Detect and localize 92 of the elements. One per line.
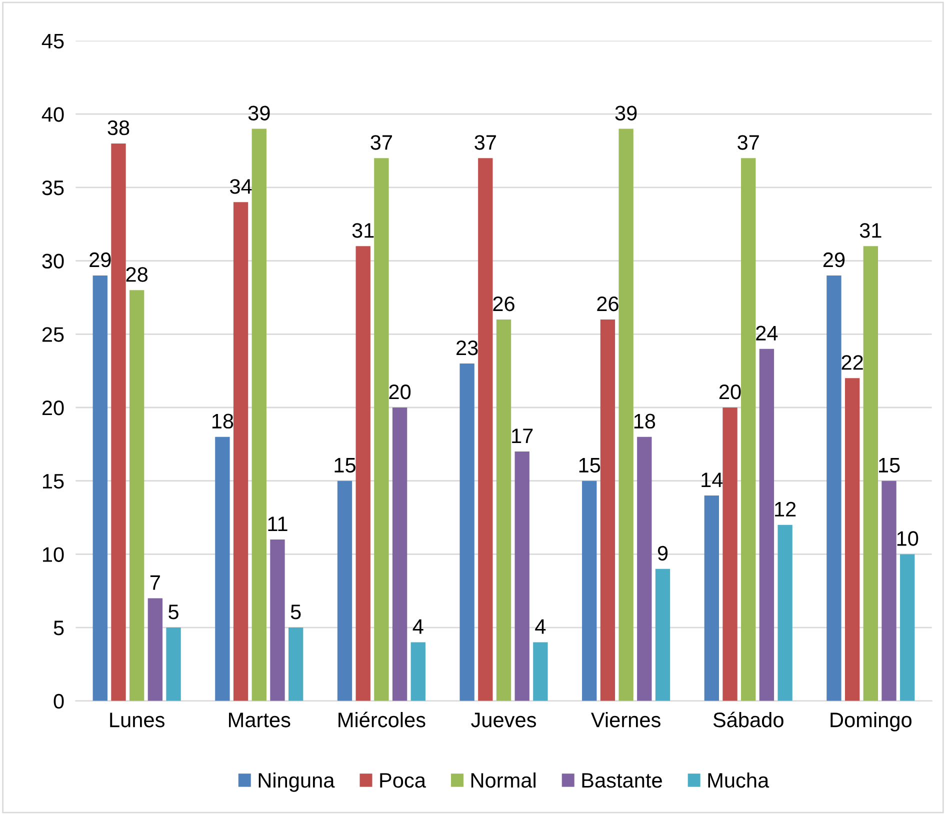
data-label: 20 [719, 384, 741, 400]
bar [741, 158, 756, 701]
legend-label: Ninguna [258, 772, 335, 792]
x-tick-label: Miércoles [338, 712, 426, 728]
data-label: 9 [658, 546, 668, 561]
bar [600, 319, 616, 701]
data-label: 12 [775, 502, 796, 516]
data-label: 11 [268, 516, 288, 532]
bar [704, 496, 719, 701]
data-label: 29 [90, 252, 111, 268]
data-label: 26 [493, 296, 514, 312]
bar [148, 598, 163, 701]
data-label: 24 [756, 326, 778, 340]
bar [92, 275, 108, 701]
y-tick-label: 15 [42, 474, 64, 489]
bar [478, 158, 493, 701]
bar [337, 480, 352, 701]
bar [252, 128, 266, 701]
y-tick-label: 35 [42, 180, 64, 196]
bar [863, 246, 878, 701]
x-tick-label: Lunes [110, 712, 164, 728]
data-label: 5 [290, 604, 301, 620]
data-label: 37 [738, 135, 759, 150]
bar [759, 348, 774, 701]
y-tick-label: 25 [42, 327, 64, 342]
data-label: 31 [860, 223, 882, 238]
bar [533, 642, 548, 701]
legend-label: Poca [380, 773, 426, 788]
x-tick-label: Domingo [830, 712, 912, 732]
bar [826, 275, 842, 701]
data-label: 37 [474, 135, 496, 150]
data-label: 26 [597, 296, 618, 312]
bar [722, 408, 738, 701]
data-label: 4 [535, 619, 546, 634]
data-label: 14 [702, 472, 723, 488]
bar [270, 540, 285, 701]
legend-label: Bastante [582, 773, 662, 788]
x-tick-label: Sábado [713, 712, 784, 728]
data-label: 28 [126, 267, 148, 282]
data-label: 22 [842, 355, 863, 370]
bar [514, 452, 530, 701]
data-label: 15 [334, 458, 356, 473]
y-tick-label: 0 [54, 694, 64, 709]
data-label: 7 [150, 575, 160, 590]
bar [215, 436, 230, 701]
data-label: 29 [823, 252, 845, 268]
data-label: 39 [248, 106, 270, 120]
bar [882, 480, 896, 701]
data-label: 31 [352, 223, 374, 238]
bar [496, 319, 512, 701]
bar [129, 290, 144, 701]
bar [655, 568, 670, 701]
legend-label: Normal [471, 772, 536, 788]
bar [637, 436, 652, 701]
x-tick-label: Martes [229, 712, 290, 728]
data-label: 39 [615, 106, 637, 120]
y-tick-label: 30 [42, 254, 64, 269]
data-label: 5 [168, 604, 178, 620]
bar [111, 143, 126, 701]
bar [233, 202, 248, 701]
bar [460, 363, 474, 701]
bar [288, 628, 304, 701]
data-label: 37 [370, 135, 392, 150]
data-label: 10 [897, 531, 918, 546]
bar [166, 628, 181, 701]
bar [844, 378, 860, 701]
data-label: 23 [456, 340, 478, 356]
bar [374, 158, 389, 701]
bar [392, 408, 408, 701]
data-label: 15 [879, 458, 900, 473]
bar [900, 554, 915, 701]
bar [618, 128, 634, 701]
data-label: 15 [579, 458, 600, 473]
data-label: 38 [108, 120, 130, 136]
data-label: 17 [512, 428, 533, 444]
y-tick-label: 10 [42, 547, 64, 562]
y-tick-label: 5 [54, 620, 64, 636]
y-tick-label: 45 [42, 34, 64, 49]
bar [582, 480, 597, 701]
y-tick-label: 20 [42, 400, 64, 416]
x-tick-label: Jueves [471, 712, 536, 728]
bar [356, 246, 370, 701]
data-label: 18 [634, 414, 656, 429]
data-label: 18 [212, 414, 234, 429]
data-label: 20 [389, 384, 411, 400]
data-label: 34 [230, 179, 252, 194]
bar [410, 642, 426, 701]
bar [778, 524, 792, 701]
legend-label: Mucha [708, 772, 770, 788]
data-label: 4 [412, 619, 424, 634]
y-tick-label: 40 [42, 107, 64, 122]
x-tick-label: Viernes [591, 712, 660, 728]
